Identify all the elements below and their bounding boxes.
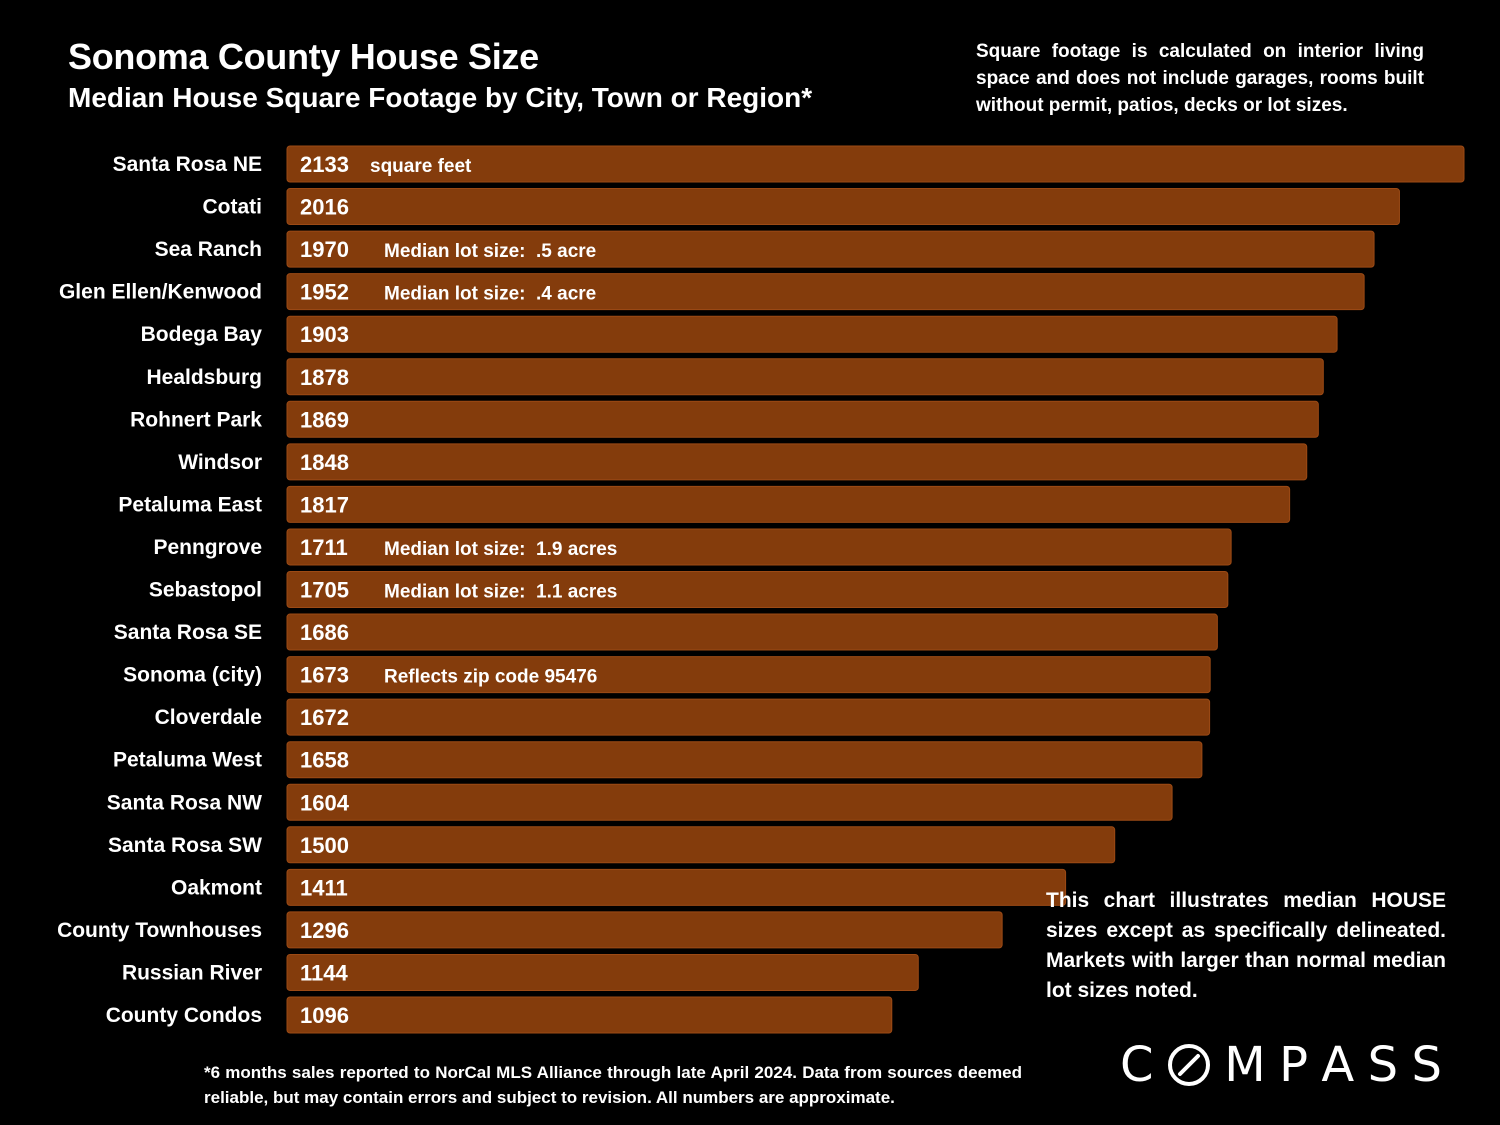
- value-label-bodega-bay: 1903: [300, 322, 349, 347]
- value-label-cotati: 2016: [300, 195, 349, 220]
- chart-title: Sonoma County House Size: [68, 36, 539, 77]
- logo-letter-s1: S: [1367, 1037, 1399, 1093]
- value-label-sebastopol: 1705: [300, 578, 349, 603]
- value-label-sea-ranch: 1970: [300, 237, 349, 262]
- annotation-sea-ranch: Median lot size: .5 acre: [384, 241, 596, 262]
- chart-explanation-note: This chart illustrates median HOUSE size…: [1046, 889, 1446, 1002]
- value-label-santa-rosa-se: 1686: [300, 620, 349, 645]
- category-label-russian-river: Russian River: [122, 961, 262, 984]
- annotation-sebastopol: Median lot size: 1.1 acres: [384, 582, 617, 603]
- category-label-penngrove: Penngrove: [153, 536, 262, 559]
- category-label-cotati: Cotati: [203, 196, 263, 219]
- bar-cotati: [286, 188, 1400, 226]
- value-label-glen-ellen-kenwood: 1952: [300, 280, 349, 305]
- category-label-oakmont: Oakmont: [171, 876, 262, 899]
- annotation-glen-ellen-kenwood: Median lot size: .4 acre: [384, 284, 596, 305]
- annotation-sonoma-city: Reflects zip code 95476: [384, 667, 597, 688]
- logo-letter-s2: S: [1411, 1037, 1442, 1093]
- value-label-county-condos: 1096: [300, 1003, 349, 1028]
- value-label-county-townhouses: 1296: [300, 918, 349, 943]
- bar-sonoma-city: [286, 656, 1211, 694]
- category-label-county-condos: County Condos: [106, 1004, 262, 1027]
- annotation-santa-rosa-ne: square feet: [370, 156, 472, 177]
- value-label-sonoma-city: 1673: [300, 663, 349, 688]
- category-label-santa-rosa-nw: Santa Rosa NW: [107, 791, 262, 814]
- bar-santa-rosa-ne: [286, 145, 1465, 183]
- value-label-petaluma-east: 1817: [300, 492, 349, 517]
- value-label-santa-rosa-ne: 2133: [300, 152, 349, 177]
- bar-sea-ranch: [286, 230, 1375, 268]
- category-label-santa-rosa-sw: Santa Rosa SW: [108, 834, 262, 857]
- bar-santa-rosa-nw: [286, 783, 1173, 821]
- chart-subtitle: Median House Square Footage by City, Tow…: [68, 82, 813, 113]
- value-label-cloverdale: 1672: [300, 705, 349, 730]
- category-label-bodega-bay: Bodega Bay: [141, 323, 263, 346]
- bar-russian-river: [286, 953, 919, 991]
- category-label-windsor: Windsor: [178, 451, 262, 474]
- bar-santa-rosa-sw: [286, 826, 1116, 864]
- category-label-sebastopol: Sebastopol: [149, 579, 262, 602]
- bar-penngrove: [286, 528, 1232, 566]
- category-label-glen-ellen-kenwood: Glen Ellen/Kenwood: [59, 281, 262, 304]
- source-footnote: *6 months sales reported to NorCal MLS A…: [204, 1063, 1022, 1107]
- compass-logo: C M P A S S: [1120, 1034, 1442, 1096]
- category-label-petaluma-east: Petaluma East: [118, 493, 262, 516]
- logo-letter-c: C: [1120, 1037, 1154, 1093]
- category-label-santa-rosa-ne: Santa Rosa NE: [113, 153, 262, 176]
- bar-cloverdale: [286, 698, 1211, 736]
- value-label-healdsburg: 1878: [300, 365, 349, 390]
- value-label-windsor: 1848: [300, 450, 349, 475]
- bar-petaluma-west: [286, 741, 1203, 779]
- bar-sebastopol: [286, 571, 1229, 608]
- logo-letter-m: M: [1224, 1037, 1266, 1093]
- bar-healdsburg: [286, 358, 1324, 396]
- annotation-penngrove: Median lot size: 1.9 acres: [384, 539, 617, 560]
- value-label-rohnert-park: 1869: [300, 407, 349, 432]
- value-label-petaluma-west: 1658: [300, 748, 349, 773]
- category-label-rohnert-park: Rohnert Park: [130, 408, 262, 431]
- bar-bodega-bay: [286, 315, 1338, 353]
- bar-county-condos: [286, 996, 893, 1034]
- value-label-santa-rosa-nw: 1604: [300, 790, 350, 815]
- bar-glen-ellen-kenwood: [286, 273, 1365, 311]
- category-label-county-townhouses: County Townhouses: [57, 919, 262, 942]
- logo-letter-p: P: [1279, 1037, 1309, 1093]
- compass-o-icon: [1167, 1044, 1210, 1086]
- category-label-healdsburg: Healdsburg: [146, 366, 262, 389]
- category-label-sonoma-city: Sonoma (city): [123, 664, 262, 687]
- logo-letter-a: A: [1321, 1037, 1355, 1093]
- category-label-petaluma-west: Petaluma West: [113, 749, 262, 772]
- value-label-santa-rosa-sw: 1500: [300, 833, 349, 858]
- value-label-penngrove: 1711: [300, 535, 348, 560]
- bar-county-townhouses: [286, 911, 1003, 949]
- methodology-note: Square footage is calculated on interior…: [976, 41, 1424, 116]
- bar-oakmont: [286, 868, 1067, 906]
- category-label-santa-rosa-se: Santa Rosa SE: [114, 621, 262, 644]
- bar-santa-rosa-se: [286, 613, 1218, 651]
- bar-windsor: [286, 443, 1308, 481]
- bar-petaluma-east: [286, 485, 1291, 523]
- value-label-russian-river: 1144: [300, 960, 348, 985]
- bar-rohnert-park: [286, 400, 1319, 438]
- value-label-oakmont: 1411: [300, 875, 348, 900]
- category-label-sea-ranch: Sea Ranch: [155, 238, 262, 261]
- category-label-cloverdale: Cloverdale: [155, 706, 262, 729]
